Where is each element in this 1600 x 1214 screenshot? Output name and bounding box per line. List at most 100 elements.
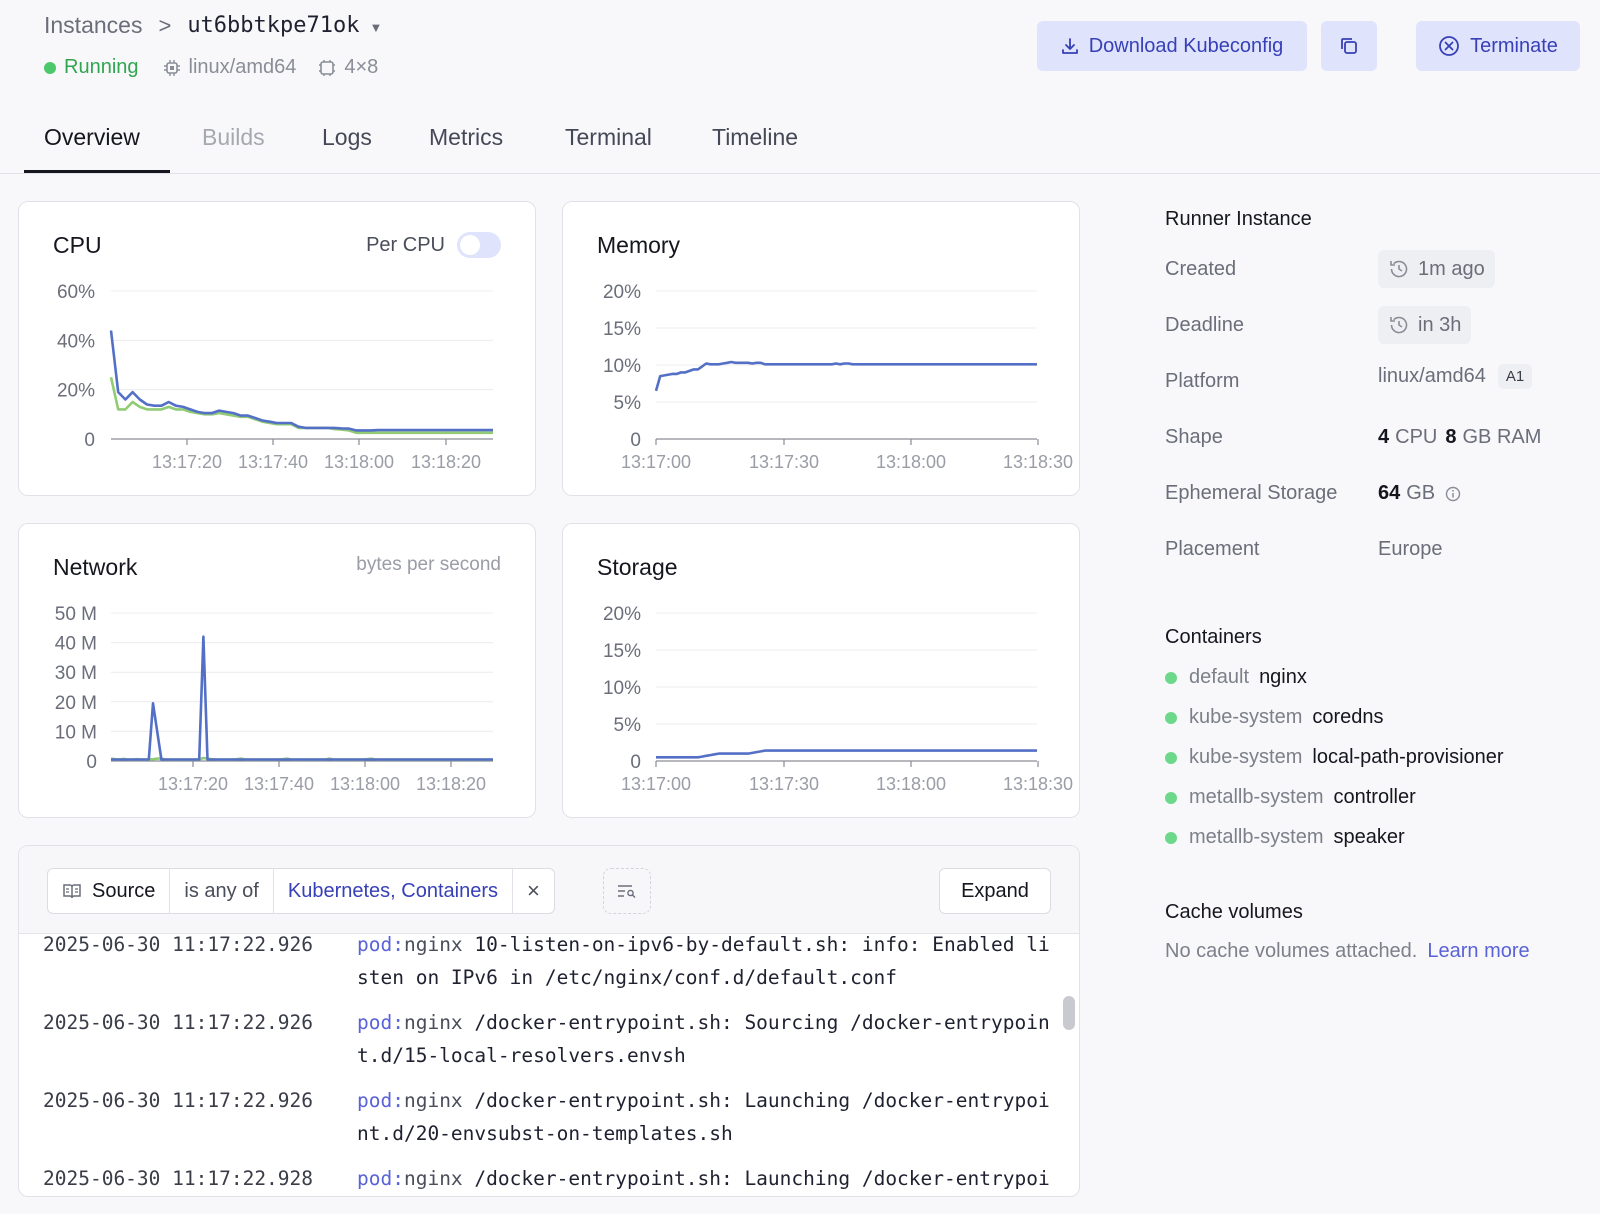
terminate-label: Terminate (1470, 34, 1558, 57)
container-item[interactable]: default nginx (1165, 666, 1307, 689)
storage-chart: 0 5% 10% 15% 20% 13:17:00 13:17:30 13:18:00 13:1… (603, 604, 1073, 794)
network-card: 0 10 M 20 M 30 M 40 M 50 M 13:17:20 13:17:40 13:… (18, 523, 536, 818)
platform-tag: A1 (1497, 364, 1533, 389)
breadcrumb-separator: > (158, 12, 172, 38)
tab-terminal[interactable]: Terminal (565, 124, 652, 150)
y-tick-label: 60% (57, 282, 95, 303)
active-tab-indicator (24, 170, 170, 173)
logs-panel: Source is any of Kubernetes, Containers … (18, 845, 1080, 1197)
breadcrumb-instances-link[interactable]: Instances (44, 12, 143, 38)
deadline-pill: in 3h (1378, 306, 1472, 344)
tab-builds[interactable]: Builds (202, 124, 265, 150)
cache-empty-text: No cache volumes attached. (1165, 940, 1418, 962)
container-namespace: metallb-system (1189, 786, 1324, 808)
cache-volumes-heading: Cache volumes (1165, 901, 1303, 923)
y-tick-label: 20% (603, 282, 641, 303)
filter-field[interactable]: Source (48, 869, 171, 913)
containers-heading: Containers (1165, 626, 1262, 648)
x-tick-label: 13:17:30 (749, 774, 819, 794)
x-tick-label: 13:17:20 (158, 774, 228, 794)
log-filter-bar: Source is any of Kubernetes, Containers … (19, 846, 1079, 934)
log-scrollbar[interactable] (1059, 934, 1079, 1196)
per-cpu-label: Per CPU (366, 233, 445, 256)
shape-ram-unit: GB RAM (1462, 426, 1542, 448)
x-tick-label: 13:18:00 (330, 774, 400, 794)
shape-label: Shape (1165, 426, 1223, 448)
placement-text: Europe (1378, 538, 1443, 560)
x-tick-label: 13:17:30 (749, 452, 819, 472)
log-timestamp: 2025-06-30 11:17:22.928 (43, 1167, 314, 1190)
x-tick-label: 13:17:40 (244, 774, 314, 794)
pod-name: nginx (403, 1167, 463, 1190)
container-name: speaker (1333, 826, 1405, 848)
add-filter-button[interactable] (603, 868, 651, 914)
log-timestamp: 2025-06-30 11:17:22.926 (43, 1011, 314, 1034)
source-filter-chip[interactable]: Source is any of Kubernetes, Containers … (47, 868, 555, 914)
placement-value: Europe (1378, 538, 1443, 561)
y-tick-label: 10% (603, 678, 641, 699)
platform-label: linux/amd64 (188, 56, 297, 78)
breadcrumb: Instances > ut6bbtkpe71ok ▼ (44, 12, 382, 39)
tab-overview[interactable]: Overview (44, 124, 140, 150)
y-tick-label: 5% (614, 393, 642, 414)
log-message: pod:nginx /docker-entrypoint.sh: Sourcin… (357, 1006, 1057, 1072)
network-chart: 0 10 M 20 M 30 M 40 M 50 M 13:17:20 13:17:40 13:… (55, 604, 493, 794)
tab-logs[interactable]: Logs (322, 124, 372, 150)
series-line-1 (109, 330, 493, 432)
info-icon[interactable] (1445, 486, 1461, 502)
chevron-down-icon[interactable]: ▼ (369, 19, 383, 35)
shape-label: 4×8 (344, 56, 379, 78)
toggle-knob (460, 235, 480, 255)
terminate-button[interactable]: Terminate (1416, 21, 1580, 71)
created-value: 1m ago (1378, 250, 1495, 288)
filter-field-label: Source (92, 879, 156, 902)
y-tick-label: 0 (86, 752, 97, 773)
container-namespace: metallb-system (1189, 826, 1324, 848)
copy-button[interactable] (1321, 21, 1377, 71)
tab-timeline[interactable]: Timeline (712, 124, 799, 150)
per-cpu-toggle[interactable] (457, 232, 501, 258)
book-icon (63, 884, 81, 899)
x-tick-label: 13:17:00 (621, 774, 691, 794)
x-tick-label: 13:18:00 (876, 774, 946, 794)
y-tick-label: 40% (57, 331, 95, 352)
download-kubeconfig-label: Download Kubeconfig (1088, 34, 1284, 57)
x-tick-label: 13:18:20 (416, 774, 486, 794)
memory-chart: 0 5% 10% 15% 20% 13:17:00 13:17:30 13:18:00 13:1… (603, 282, 1073, 472)
x-tick-label: 13:18:30 (1003, 452, 1073, 472)
y-tick-label: 5% (614, 715, 642, 736)
deadline-value: in 3h (1378, 306, 1472, 344)
history-icon (1390, 316, 1408, 334)
log-message: pod:nginx 10-listen-on-ipv6-by-default.s… (357, 928, 1057, 994)
log-line: 2025-06-30 11:17:22.926 pod:nginx 10-lis… (43, 928, 1053, 998)
shape-cpu-unit: CPU (1395, 426, 1438, 448)
platform-meta: linux/amd64 (163, 56, 297, 79)
container-name: controller (1333, 786, 1416, 808)
x-tick-label: 13:18:30 (1003, 774, 1073, 794)
container-item[interactable]: kube-system coredns (1165, 706, 1384, 729)
expand-button[interactable]: Expand (939, 868, 1051, 914)
platform-label: Platform (1165, 370, 1240, 392)
y-tick-label: 40 M (55, 634, 97, 655)
container-item[interactable]: metallb-system controller (1165, 786, 1416, 809)
network-subtitle: bytes per second (356, 554, 501, 575)
shape-ram-num: 8 (1445, 426, 1457, 448)
container-status-dot (1165, 831, 1177, 844)
learn-more-link[interactable]: Learn more (1427, 940, 1530, 962)
x-tick-label: 13:17:40 (238, 452, 308, 472)
created-pill: 1m ago (1378, 250, 1495, 288)
container-item[interactable]: metallb-system speaker (1165, 826, 1405, 849)
remove-filter-close-icon[interactable]: × (527, 878, 540, 903)
filter-values[interactable]: Kubernetes, Containers (274, 869, 513, 913)
y-tick-label: 15% (603, 641, 641, 662)
download-kubeconfig-button[interactable]: Download Kubeconfig (1037, 21, 1307, 71)
container-name: coredns (1312, 706, 1384, 728)
container-item[interactable]: kube-system local-path-provisioner (1165, 746, 1504, 769)
filter-operator[interactable]: is any of (170, 869, 274, 913)
tab-metrics[interactable]: Metrics (429, 124, 504, 150)
storage-label: Ephemeral Storage (1165, 482, 1338, 504)
instance-id[interactable]: ut6bbtkpe71ok (187, 13, 360, 38)
scroll-thumb[interactable] (1063, 996, 1075, 1030)
container-name: local-path-provisioner (1312, 746, 1504, 768)
x-tick-label: 13:18:00 (876, 452, 946, 472)
